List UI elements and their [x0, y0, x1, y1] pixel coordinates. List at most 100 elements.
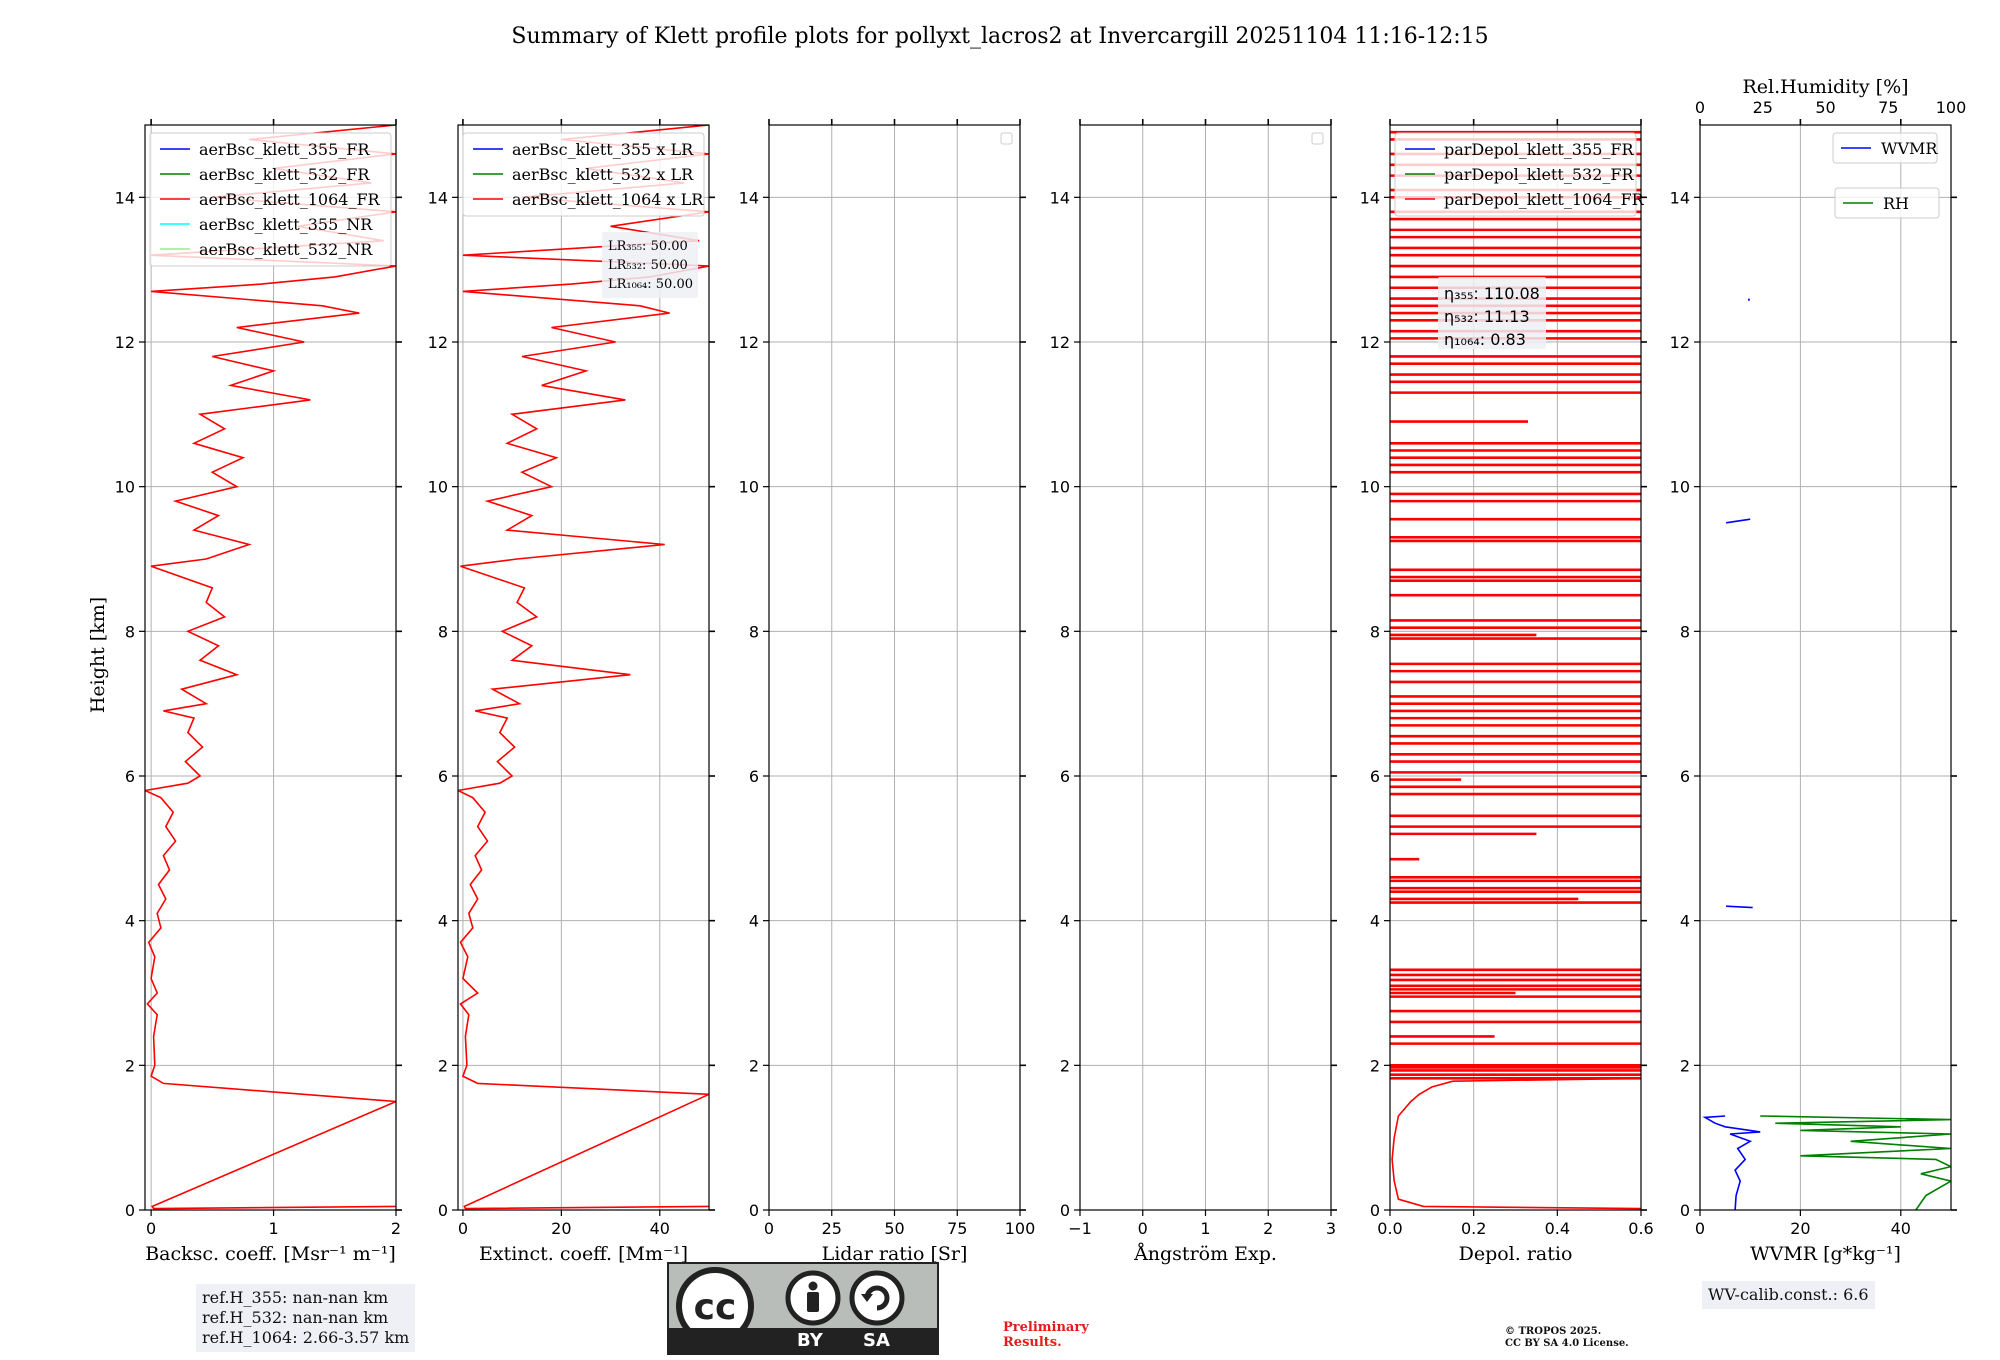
y-tick-label: 10 — [115, 478, 135, 497]
legend-wvmr: WVMR — [1832, 132, 1938, 164]
legend-entry: parDepol_klett_355_FR — [1444, 140, 1635, 159]
legend-entry: aerBsc_klett_1064 x LR — [512, 190, 704, 209]
axes-frame — [457, 124, 710, 1211]
y-tick-label: 2 — [1060, 1056, 1070, 1075]
y-tick-label: 2 — [1370, 1056, 1380, 1075]
legend-entry: WVMR — [1881, 139, 1938, 158]
series-line-WVMR — [1702, 1115, 1761, 1210]
y-tick-label: 14 — [1670, 188, 1690, 207]
y-tick-label: 2 — [438, 1056, 448, 1075]
y-tick-label: 14 — [1050, 188, 1070, 207]
y-tick-label: 12 — [1670, 333, 1690, 352]
y-tick-label: 2 — [749, 1056, 759, 1075]
legend-entry: aerBsc_klett_355_FR — [199, 140, 370, 159]
y-tick-label: 8 — [1680, 622, 1690, 641]
x-axis-label: Ångström Exp. — [1133, 1243, 1277, 1265]
x-axis-label: Depol. ratio — [1459, 1243, 1573, 1265]
x-tick-label: 50 — [884, 1219, 904, 1238]
x-tick-label: 20 — [551, 1219, 571, 1238]
legend-entry: aerBsc_klett_532 x LR — [512, 165, 694, 184]
empty-legend — [1311, 132, 1324, 145]
lidar-ratio-value: LR₁₀₆₄: 50.00 — [608, 277, 693, 292]
x-axis-label: WVMR [g*kg⁻¹] — [1750, 1243, 1901, 1265]
top-x-tick-label: 75 — [1878, 98, 1898, 117]
legend-entry: parDepol_klett_1064_FR — [1444, 190, 1645, 209]
reference-height-box: ref.H_355: nan-nan km ref.H_532: nan-nan… — [196, 1284, 416, 1352]
chart-title: Summary of Klett profile plots for polly… — [511, 24, 1488, 49]
eta-box — [1438, 277, 1546, 349]
series-line-aerBsc_klett_1064_FR — [145, 125, 396, 1210]
by-person-head — [808, 1281, 818, 1291]
y-tick-label: 12 — [428, 333, 448, 352]
cc-logo-text: cc — [694, 1287, 737, 1328]
data-layer — [145, 125, 396, 1210]
y-tick-label: 6 — [1370, 767, 1380, 786]
y-tick-label: 0 — [1680, 1201, 1690, 1220]
top-x-tick-label: 50 — [1815, 98, 1835, 117]
y-tick-label: 0 — [1060, 1201, 1070, 1220]
axes-frame — [1699, 124, 1952, 1211]
eta-value: η₃₅₅: 110.08 — [1444, 284, 1540, 303]
legend-entry: aerBsc_klett_355 x LR — [512, 140, 694, 159]
x-axis-label: Lidar ratio [Sr] — [822, 1243, 968, 1265]
panel-depol: 0.0 0.2 0.4 0.6 0 2 4 6 8 10 12 14 Depol. ratio parDe… — [1360, 119, 1654, 1265]
preliminary-note: Preliminary Results. — [1003, 1320, 1089, 1350]
cc-icons: cc — [676, 1267, 905, 1328]
legend-rh: RH — [1834, 187, 1940, 219]
legend-box — [462, 132, 705, 217]
y-tick-label: 0 — [125, 1201, 135, 1220]
legend-box — [1394, 132, 1637, 217]
y-tick-label: 14 — [115, 188, 135, 207]
series-line-WVMR — [1725, 518, 1751, 524]
legend-entry: aerBsc_klett_355_NR — [199, 215, 373, 234]
x-tick-label: 25 — [822, 1219, 842, 1238]
x-tick-label: 0 — [146, 1219, 156, 1238]
y-tick-label: 14 — [1360, 188, 1380, 207]
y-tick-label: 10 — [1670, 478, 1690, 497]
wv-calib-text: WV-calib.const.: 6.6 — [1708, 1285, 1869, 1304]
cc-label-bar: BY SA — [669, 1328, 937, 1353]
top-x-axis-label: Rel.Humidity [%] — [1742, 76, 1908, 98]
y-tick-label: 6 — [438, 767, 448, 786]
cc-by-label: BY — [797, 1330, 823, 1351]
y-tick-label: 12 — [739, 333, 759, 352]
y-tick-label: 12 — [115, 333, 135, 352]
x-tick-label: 0 — [458, 1219, 468, 1238]
copyright-note: © TROPOS 2025. CC BY SA 4.0 License. — [1505, 1326, 1629, 1350]
x-tick-label: 0.0 — [1377, 1219, 1402, 1238]
empty-legend — [1000, 132, 1013, 145]
eta-value: η₁₀₆₄: 0.83 — [1444, 330, 1526, 349]
lidar-ratio-value: LR₃₅₅: 50.00 — [608, 239, 688, 254]
y-tick-label: 10 — [739, 478, 759, 497]
legend: parDepol_klett_355_FR parDepol_klett_532_… — [1394, 132, 1645, 217]
x-tick-label: 3 — [1326, 1219, 1336, 1238]
y-tick-label: 6 — [125, 767, 135, 786]
x-tick-label: 75 — [947, 1219, 967, 1238]
x-tick-label: 2 — [391, 1219, 401, 1238]
x-tick-label: 100 — [1005, 1219, 1036, 1238]
y-tick-label: 8 — [125, 622, 135, 641]
legend-box — [1834, 187, 1940, 219]
series-line-RH — [1760, 1115, 1951, 1210]
y-tick-label: 4 — [749, 912, 759, 931]
top-x-tick-label: 100 — [1936, 98, 1967, 117]
y-tick-label: 8 — [749, 622, 759, 641]
y-tick-label: 10 — [428, 478, 448, 497]
y-tick-label: 8 — [438, 622, 448, 641]
eta-value: η₅₃₂: 11.13 — [1444, 307, 1530, 326]
x-tick-label: 2 — [1263, 1219, 1273, 1238]
ref-line-532: ref.H_532: nan-nan km — [202, 1308, 389, 1327]
top-x-tick-label: 0 — [1695, 98, 1705, 117]
y-tick-label: 4 — [1060, 912, 1070, 931]
legend-entry: RH — [1883, 194, 1909, 213]
series-line-aerBsc_klett_1064 x LR — [458, 125, 709, 1210]
cc-sa-label: SA — [863, 1330, 890, 1351]
y-tick-label: 0 — [749, 1201, 759, 1220]
x-tick-label: 1 — [268, 1219, 278, 1238]
panel-wvmr: 0 20 40 0 2 4 6 8 10 12 14 WVMR [g*kg⁻¹] 0 25 50 75 100 R… — [1670, 76, 1967, 1265]
axes-frame — [1389, 124, 1642, 1211]
legend-entry: aerBsc_klett_1064_FR — [199, 190, 381, 209]
